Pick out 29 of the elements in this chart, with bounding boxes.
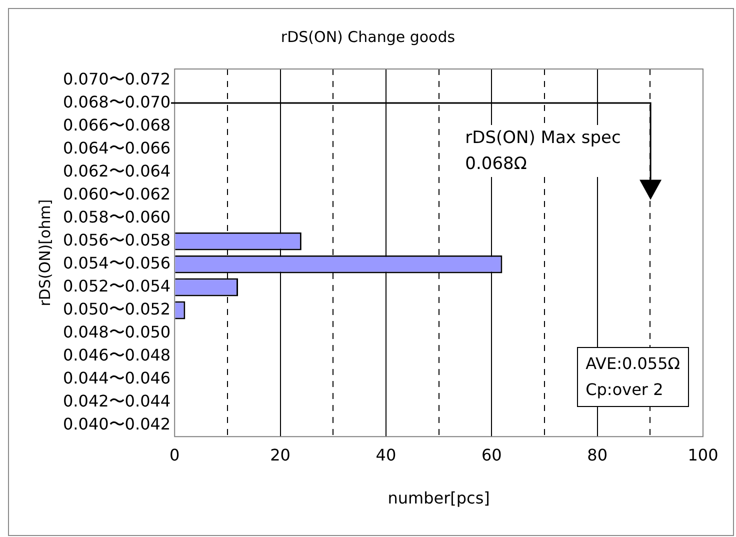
x-tick-label: 100 — [688, 445, 718, 464]
text-box: AVE:0.055Ω Cp:over 2 — [576, 346, 689, 407]
x-tick-label: 40 — [376, 445, 396, 464]
x-axis-title: number[pcs] — [388, 488, 490, 508]
y-tick-label: 0.058〜0.060 — [63, 207, 171, 226]
y-axis-title: rDS(ON)[ohm] — [36, 199, 54, 306]
annotation: rDS(ON) Max spec 0.068Ω — [465, 125, 621, 178]
chart-title: rDS(ON) Change goods — [280, 28, 456, 46]
y-tick-label: 0.044〜0.046 — [63, 368, 171, 388]
y-tick-label: 0.042〜0.044 — [63, 391, 171, 410]
y-tick-label: 0.052〜0.054 — [63, 276, 171, 296]
y-tick-label: 0.054〜0.056 — [63, 253, 171, 272]
y-tick-label: 0.060〜0.062 — [63, 184, 171, 204]
x-tick-label: 20 — [270, 445, 290, 464]
y-tick-label: 0.070〜0.072 — [63, 70, 171, 89]
x-tick-label: 80 — [587, 445, 608, 464]
x-tick-label: 60 — [481, 445, 502, 464]
y-tick-label: 0.064〜0.066 — [63, 138, 171, 158]
y-tick-label: 0.050〜0.052 — [63, 299, 171, 318]
y-tick-label: 0.068〜0.070 — [63, 92, 171, 112]
x-tick-label: 0 — [170, 445, 180, 464]
annotation: AVE:0.055Ω — [586, 352, 680, 375]
y-tick-label: 0.048〜0.050 — [63, 322, 171, 342]
annotation: Cp:over 2 — [586, 378, 664, 401]
y-tick-label: 0.062〜0.064 — [63, 162, 171, 181]
y-tick-label: 0.040〜0.042 — [63, 414, 171, 434]
y-tick-label: 0.056〜0.058 — [63, 230, 171, 250]
y-tick-label: 0.046〜0.048 — [63, 345, 171, 364]
y-tick-label: 0.066〜0.068 — [63, 116, 171, 135]
